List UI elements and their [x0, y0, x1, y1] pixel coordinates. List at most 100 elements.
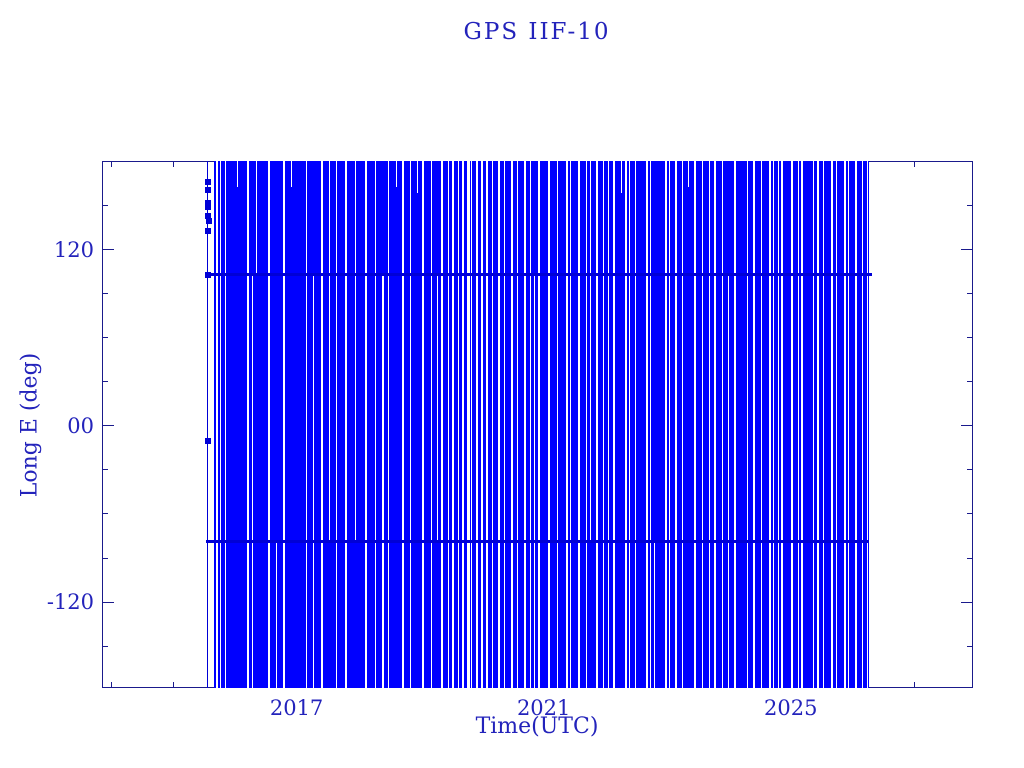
y-tick [103, 601, 114, 603]
gap-stripe [867, 161, 869, 688]
gap-stripe [746, 161, 748, 688]
gap-stripe [291, 161, 293, 188]
gap-stripe [830, 161, 833, 688]
gap-stripe [781, 161, 784, 688]
early-data-point [205, 204, 212, 211]
gap-stripe [625, 161, 628, 688]
gap-stripe [708, 161, 710, 688]
gap-stripe [365, 161, 368, 688]
gap-stripe [447, 161, 449, 688]
gap-stripe [530, 161, 532, 688]
gap-stripe [607, 161, 609, 688]
x-tick [172, 162, 174, 167]
early-data-point [204, 199, 211, 206]
y-tick [103, 205, 108, 207]
x-tick [913, 682, 915, 687]
x-tick [913, 162, 915, 167]
x-tick-label: 2017 [269, 696, 324, 720]
gap-stripe [355, 161, 357, 542]
gap-stripe [702, 161, 704, 688]
early-data-point [204, 213, 211, 220]
gap-stripe [862, 161, 863, 688]
gap-stripe [801, 161, 804, 688]
gap-stripe [481, 161, 484, 688]
gap-stripe [578, 161, 581, 688]
gap-stripe [548, 161, 551, 688]
y-tick [967, 645, 972, 647]
y-tick [103, 381, 108, 383]
gap-stripe [431, 161, 433, 688]
y-tick [967, 513, 972, 515]
y-tick [967, 469, 972, 471]
gap-stripe [603, 161, 605, 688]
gap-stripe [312, 273, 314, 688]
early-data-point [204, 271, 211, 278]
gap-stripe [734, 161, 737, 688]
gap-stripe [236, 161, 238, 188]
gap-stripe [436, 273, 438, 542]
gap-stripe [753, 161, 756, 688]
gap-stripe [538, 161, 541, 688]
y-tick [103, 249, 114, 251]
gap-stripe [491, 161, 493, 688]
gap-stripe [516, 161, 518, 688]
y-tick [961, 425, 972, 427]
gap-stripe [452, 161, 455, 688]
early-data-point [205, 437, 212, 444]
gap-stripe [556, 161, 558, 688]
gap-stripe [401, 161, 404, 688]
gap-stripe [457, 161, 459, 688]
gap-stripe [510, 161, 513, 688]
gap-stripe [681, 161, 683, 688]
y-tick [967, 557, 972, 559]
gap-stripe [635, 161, 637, 688]
gap-stripe [595, 161, 598, 688]
gap-stripe [728, 273, 730, 688]
gap-stripe [650, 161, 652, 688]
y-tick [103, 337, 108, 339]
gap-stripe [812, 161, 814, 688]
gap-stripe [344, 161, 347, 688]
gap-stripe [467, 161, 471, 688]
gap-stripe [761, 161, 763, 688]
gap-stripe [224, 161, 226, 688]
early-data-point [205, 227, 212, 234]
gap-stripe [612, 161, 615, 688]
y-tick-label: 120 [53, 237, 94, 262]
gap-stripe [620, 161, 622, 193]
gap-stripe [688, 161, 690, 188]
gap-stripe [388, 161, 390, 688]
gap-stripe [251, 273, 253, 688]
gap-stripe [586, 161, 588, 688]
y-tick [103, 293, 108, 295]
gap-stripe [797, 161, 799, 688]
gap-stripe [694, 161, 697, 688]
first-epoch-line [206, 161, 209, 688]
gap-stripe [283, 161, 286, 688]
gap-stripe [504, 161, 506, 688]
gap-stripe [566, 161, 569, 688]
y-tick [967, 205, 972, 207]
y-tick-label: 00 [67, 413, 94, 438]
gap-stripe [778, 161, 780, 688]
early-data-point [205, 186, 212, 193]
gap-stripe [817, 161, 820, 688]
x-tick [110, 162, 112, 167]
gap-stripe [416, 161, 418, 193]
gap-stripe [216, 161, 219, 688]
gap-stripe [843, 161, 846, 688]
x-tick [172, 682, 174, 687]
y-tick [967, 337, 972, 339]
x-tick [110, 682, 112, 687]
y-tick [967, 381, 972, 383]
gap-stripe [305, 161, 307, 688]
x-tick-label: 2025 [764, 696, 818, 720]
y-tick [103, 469, 108, 471]
x-axis-title: Time(UTC) [475, 714, 599, 739]
gap-stripe [768, 161, 771, 688]
gap-stripe [421, 161, 424, 688]
gap-stripe [320, 161, 323, 688]
gap-stripe [590, 161, 592, 542]
y-tick [103, 513, 108, 515]
gap-stripe [713, 161, 716, 688]
